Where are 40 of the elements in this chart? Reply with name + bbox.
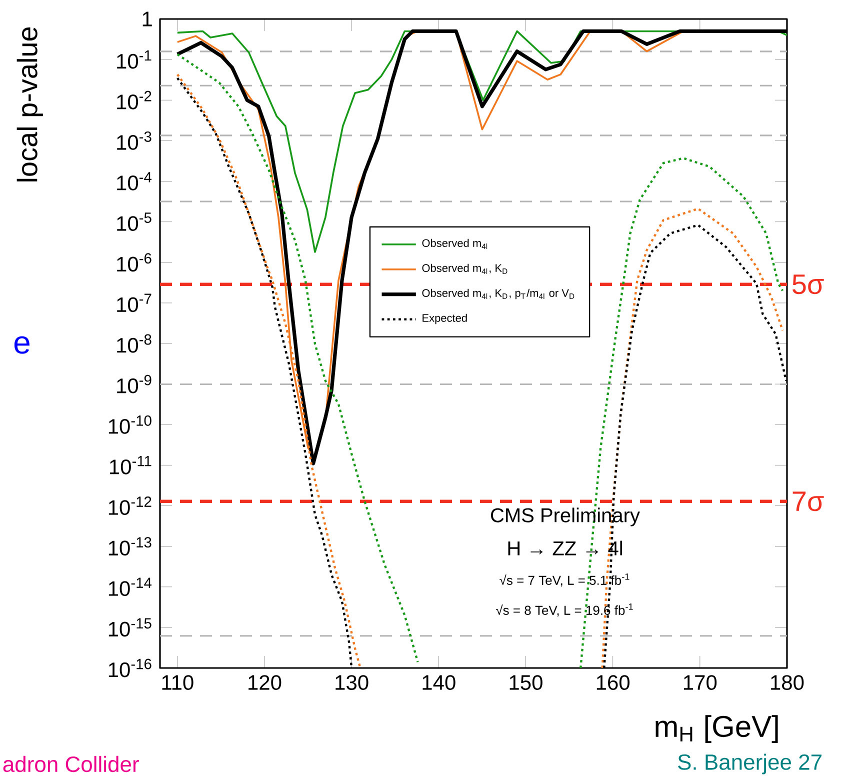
y-tick-label: 10$^{-15}$ bbox=[108, 618, 152, 637]
x-tick-label: 110 bbox=[162, 675, 194, 690]
x-tick-label: 180 bbox=[771, 675, 804, 690]
ref-line-label: 5σ bbox=[792, 274, 824, 294]
y-tick-label: 10$^{-1}$ bbox=[117, 50, 152, 69]
legend-label: Observed m$_{4l}$, K$_{D}$ bbox=[422, 264, 508, 274]
y-tick-label: 10$^{-13}$ bbox=[108, 537, 152, 556]
y-axis-title: local p-value bbox=[16, 27, 43, 182]
y-tick-label: 10$^{-8}$ bbox=[117, 334, 152, 353]
y-tick-label: 10$^{-10}$ bbox=[108, 415, 152, 434]
y-tick-label: 10$^{-12}$ bbox=[108, 496, 152, 515]
annotation: CMS Preliminary bbox=[490, 508, 640, 526]
y-tick-label: 10$^{-16}$ bbox=[108, 658, 152, 678]
y-tick-label: 10$^{-2}$ bbox=[117, 90, 152, 110]
annotation: H → ZZ → 4l bbox=[508, 540, 622, 556]
x-tick-label: 170 bbox=[684, 675, 717, 690]
y-tick-label: 10$^{-9}$ bbox=[117, 374, 152, 394]
y-tick-label: 10$^{-3}$ bbox=[117, 131, 152, 150]
annotation: √s = 7 TeV, L = 5.1 fb$^{-1}$ bbox=[500, 574, 630, 586]
legend-label: Observed m$_{4l}$ bbox=[422, 238, 488, 250]
text: adron Collider bbox=[3, 756, 139, 772]
x-tick-label: 140 bbox=[422, 675, 456, 690]
ref-line-label: 7σ bbox=[792, 492, 824, 512]
y-tick-label: 10$^{-7}$ bbox=[117, 294, 152, 312]
x-tick-label: 130 bbox=[336, 675, 368, 690]
y-tick-label: 10$^{-14}$ bbox=[108, 578, 152, 596]
y-tick-label: 10$^{-11}$ bbox=[110, 456, 152, 474]
x-axis-title: m$_{H}$ [GeV] bbox=[656, 715, 778, 744]
x-tick-label: 160 bbox=[596, 675, 630, 690]
y-tick-label: 10$^{-4}$ bbox=[117, 172, 152, 190]
text: Observed m$_{4l}$, K$_{D}$, p$_{T}$/m$_{4l}$ or V$_{D}$ bbox=[422, 288, 574, 300]
legend-label: Expected bbox=[422, 314, 467, 324]
text: e bbox=[14, 336, 30, 354]
text: S. Banerjee 27 bbox=[678, 754, 822, 774]
y-tick-label: 10$^{-6}$ bbox=[117, 253, 152, 272]
y-tick-label: 10$^{-5}$ bbox=[117, 212, 152, 231]
x-tick-label: 120 bbox=[248, 675, 282, 690]
y-tick-label: 1 bbox=[142, 12, 152, 26]
annotation: √s = 8 TeV, L = 19.6 fb$^{-1}$ bbox=[496, 604, 633, 616]
x-tick-label: 150 bbox=[510, 675, 542, 690]
